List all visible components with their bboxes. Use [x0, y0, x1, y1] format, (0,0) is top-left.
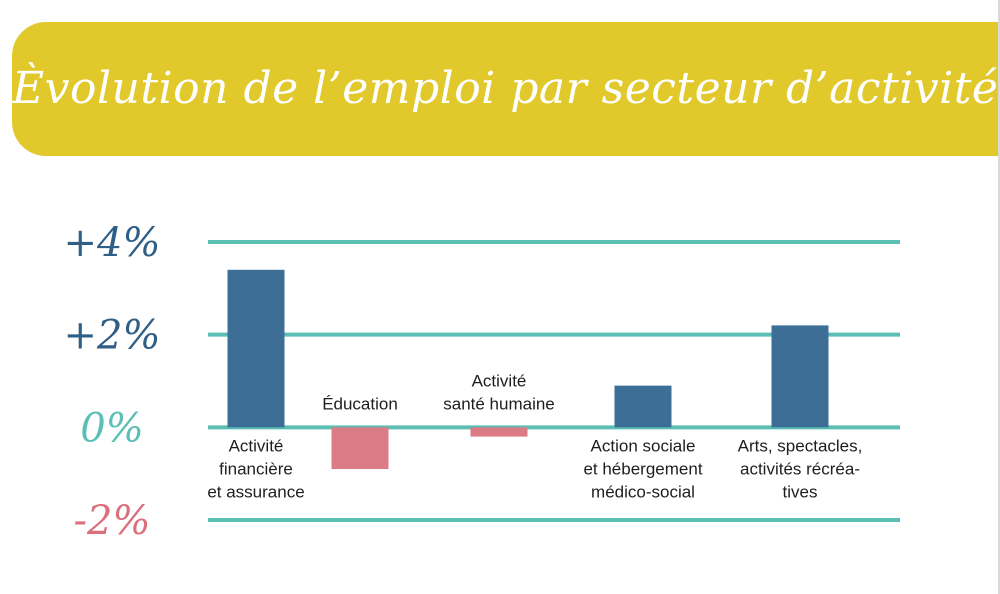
category-label-line: Éducation	[322, 394, 398, 413]
category-label-line: et assurance	[207, 482, 304, 501]
category-label: Action sociale et hébergement médico-socia…	[583, 436, 702, 501]
category-label-line: Action sociale	[591, 436, 696, 455]
category-label: Activité santé humaine	[443, 371, 555, 413]
category-label-line: Activité	[472, 371, 527, 390]
y-tick-label: +2%	[64, 313, 161, 359]
bar	[614, 385, 672, 428]
category-label-line: médico-social	[591, 482, 695, 501]
y-tick-label: +4%	[64, 220, 161, 266]
category-label-line: et hébergement	[583, 459, 702, 478]
category-label-line: tives	[783, 482, 818, 501]
category-label-line: Activité	[229, 436, 284, 455]
category-label-line: Arts, spectacles,	[738, 436, 863, 455]
y-tick-label: -2%	[74, 498, 151, 544]
category-label-line: financière	[219, 459, 293, 478]
category-label-line: santé humaine	[443, 394, 555, 413]
category-label: Activité financière et assurance	[207, 436, 304, 501]
y-tick-label: 0%	[80, 405, 143, 451]
category-label: Éducation	[322, 394, 398, 413]
category-label: Arts, spectacles, activités récréa-tives	[738, 436, 863, 501]
chart-title: Èvolution de l’emploi par secteur d’acti…	[12, 63, 999, 114]
bar	[331, 427, 389, 470]
bar	[227, 269, 285, 428]
bar	[470, 427, 528, 437]
category-label-line: activités récréa-	[740, 459, 860, 478]
bar	[771, 325, 829, 428]
page-edge	[998, 0, 1000, 594]
title-banner: Èvolution de l’emploi par secteur d’acti…	[12, 22, 998, 156]
